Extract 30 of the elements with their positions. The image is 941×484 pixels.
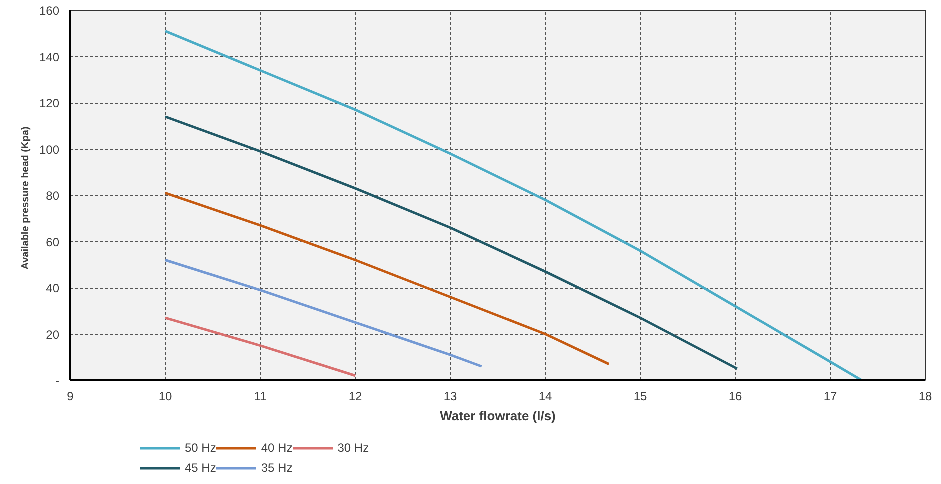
x-tick-label: 9 — [67, 390, 74, 404]
y-tick-label: 140 — [39, 50, 60, 64]
y-tick-label: 160 — [39, 4, 60, 18]
legend-label: 40 Hz — [261, 441, 293, 455]
legend-label: 35 Hz — [261, 461, 293, 475]
legend-label: 45 Hz — [185, 461, 216, 475]
y-tick-label: 20 — [46, 328, 60, 342]
x-tick-label: 10 — [158, 390, 172, 404]
y-axis-title: Available pressure head (Kpa) — [20, 126, 32, 270]
legend-label: 30 Hz — [338, 441, 370, 455]
x-tick-label: 18 — [918, 390, 932, 404]
y-tick-label: 60 — [46, 235, 60, 250]
line-series — [164, 30, 864, 380]
x-tick-label: 16 — [728, 390, 742, 404]
x-tick-label: 12 — [348, 390, 362, 404]
legend-label: 50 Hz — [185, 441, 216, 455]
y-tick-label: 100 — [39, 142, 60, 157]
x-tick-label: 17 — [824, 390, 838, 404]
y-tick-label: 120 — [39, 96, 60, 110]
line-series — [164, 192, 610, 366]
y-tick-label: - — [56, 374, 60, 388]
y-tick-label: 80 — [46, 189, 60, 203]
line-series — [164, 259, 484, 368]
y-tick-label: 40 — [46, 282, 60, 296]
x-tick-label: 13 — [444, 390, 458, 404]
line-series — [164, 116, 739, 370]
x-tick-label: 15 — [634, 390, 648, 404]
x-tick-label: 14 — [538, 390, 552, 404]
x-tick-label: 11 — [254, 390, 268, 404]
x-axis-title: Water flowrate (l/s) — [440, 408, 556, 424]
